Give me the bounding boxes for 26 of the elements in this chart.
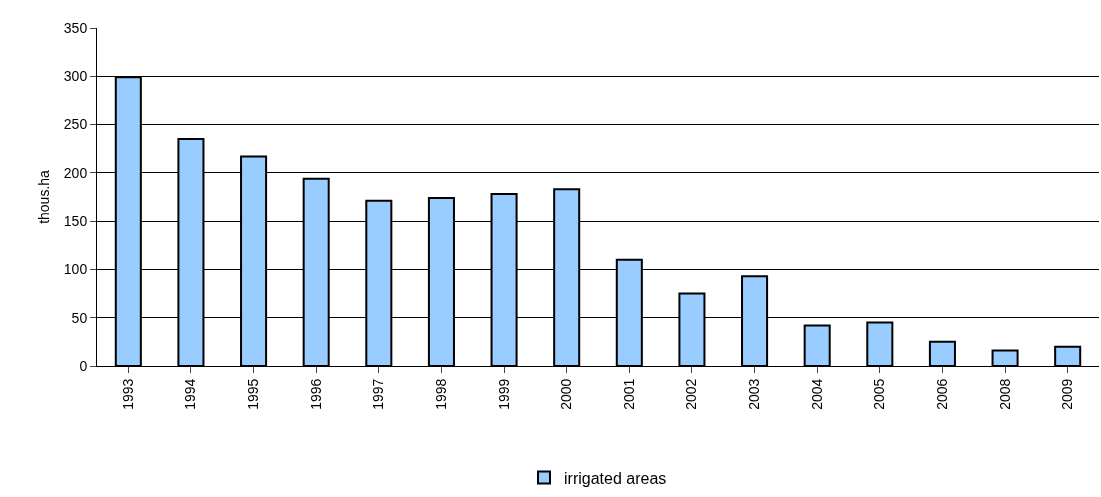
x-tick-label: 1998 bbox=[432, 378, 449, 410]
x-tick-label: 2008 bbox=[996, 378, 1013, 410]
y-tick-label: 250 bbox=[63, 116, 88, 133]
x-tick-label: 2002 bbox=[683, 378, 700, 410]
x-tick-label: 1994 bbox=[182, 378, 199, 410]
x-tick-label: 2005 bbox=[871, 378, 888, 410]
y-tick-label: 300 bbox=[63, 68, 88, 85]
y-tick-label: 0 bbox=[79, 357, 88, 374]
x-tick-label: 1999 bbox=[495, 378, 512, 410]
y-tick-label: 100 bbox=[63, 261, 88, 278]
y-axis-title: thous.ha bbox=[36, 169, 53, 224]
x-tick-label: 2003 bbox=[746, 378, 763, 410]
x-tick-label: 1995 bbox=[245, 378, 262, 410]
x-tick-label: 2004 bbox=[808, 378, 825, 410]
x-tick-label: 2009 bbox=[1059, 378, 1076, 410]
x-tick-label: 2001 bbox=[620, 378, 637, 410]
x-tick-label: 1996 bbox=[307, 378, 324, 410]
x-tick-label: 2006 bbox=[933, 378, 950, 410]
x-tick-label: 2000 bbox=[558, 378, 575, 410]
x-tick-label: 1993 bbox=[119, 378, 136, 410]
y-tick-label: 50 bbox=[71, 309, 88, 326]
y-tick-label: 200 bbox=[63, 164, 88, 181]
y-tick-label: 150 bbox=[63, 213, 88, 230]
y-tick-label: 350 bbox=[63, 19, 88, 36]
legend-label: irrigated areas bbox=[564, 469, 667, 487]
x-tick-label: 1997 bbox=[370, 378, 387, 410]
